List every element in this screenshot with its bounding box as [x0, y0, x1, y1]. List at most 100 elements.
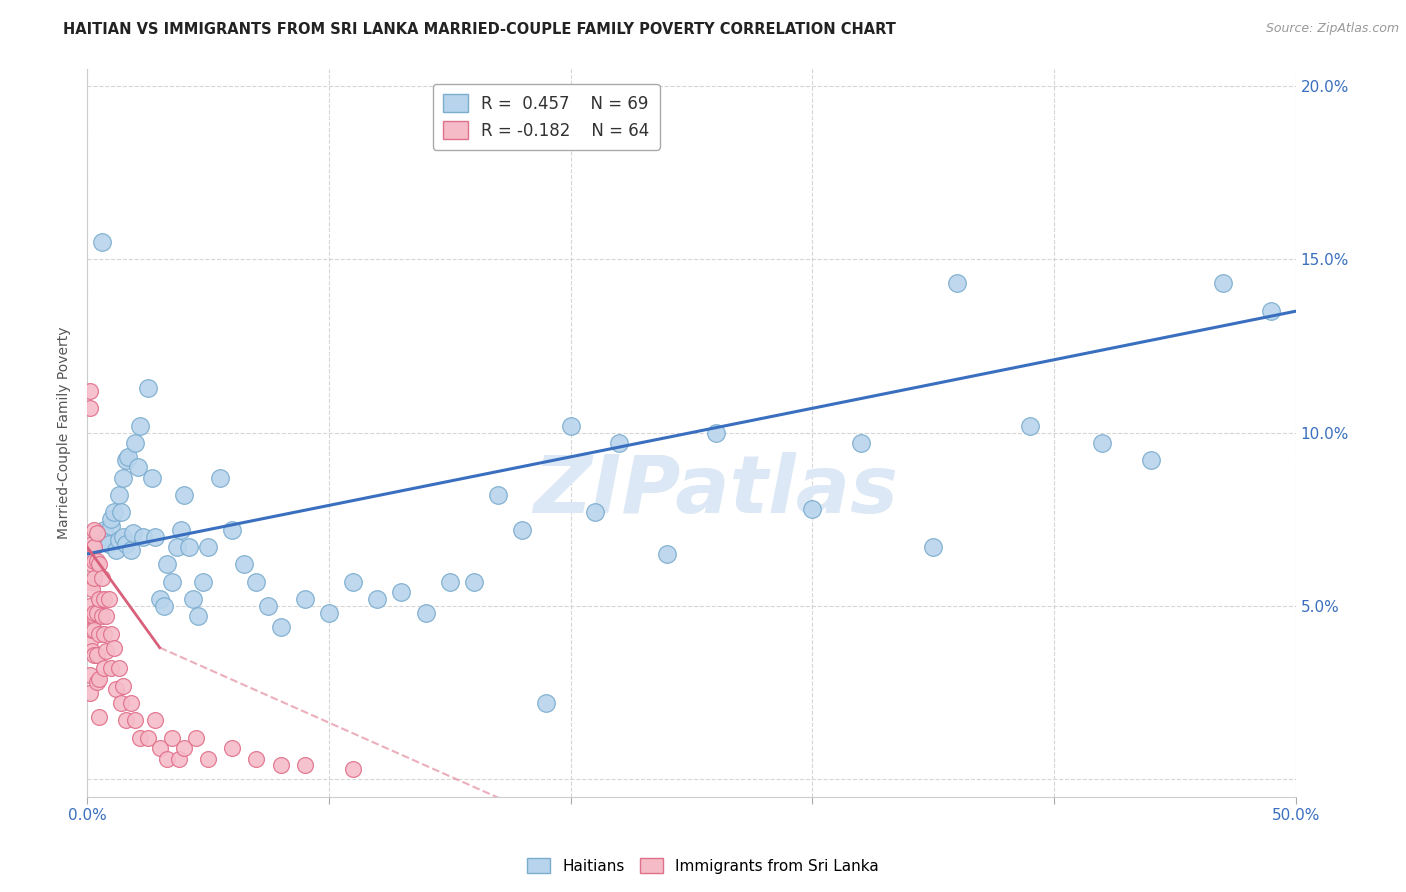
Point	[166, 540, 188, 554]
Point	[849, 436, 872, 450]
Point	[80, 644, 103, 658]
Point	[197, 540, 219, 554]
Point	[183, 592, 205, 607]
Point	[80, 574, 103, 589]
Point	[1018, 418, 1040, 433]
Point	[560, 418, 582, 433]
Point	[100, 661, 122, 675]
Point	[270, 620, 292, 634]
Point	[153, 599, 176, 613]
Point	[79, 633, 101, 648]
Point	[583, 505, 606, 519]
Point	[89, 626, 111, 640]
Point	[389, 585, 412, 599]
Point	[103, 640, 125, 655]
Point	[439, 574, 461, 589]
Point	[173, 741, 195, 756]
Point	[79, 384, 101, 398]
Point	[463, 574, 485, 589]
Point	[93, 523, 115, 537]
Point	[366, 592, 388, 607]
Legend: Haitians, Immigrants from Sri Lanka: Haitians, Immigrants from Sri Lanka	[522, 852, 884, 880]
Point	[536, 696, 558, 710]
Point	[342, 574, 364, 589]
Legend: R =  0.457    N = 69, R = -0.182    N = 64: R = 0.457 N = 69, R = -0.182 N = 64	[433, 84, 659, 150]
Point	[132, 530, 155, 544]
Point	[90, 609, 112, 624]
Point	[96, 644, 118, 658]
Point	[114, 453, 136, 467]
Point	[79, 599, 101, 613]
Point	[1212, 277, 1234, 291]
Y-axis label: Married-Couple Family Poverty: Married-Couple Family Poverty	[58, 326, 72, 539]
Point	[79, 686, 101, 700]
Point	[80, 536, 103, 550]
Point	[510, 523, 533, 537]
Point	[105, 682, 128, 697]
Point	[173, 488, 195, 502]
Point	[170, 523, 193, 537]
Point	[93, 592, 115, 607]
Point	[93, 661, 115, 675]
Point	[83, 606, 105, 620]
Point	[294, 592, 316, 607]
Point	[83, 648, 105, 662]
Point	[922, 540, 945, 554]
Point	[124, 714, 146, 728]
Point	[342, 762, 364, 776]
Point	[79, 668, 101, 682]
Point	[124, 436, 146, 450]
Point	[129, 418, 152, 433]
Point	[184, 731, 207, 745]
Point	[89, 558, 111, 572]
Point	[107, 488, 129, 502]
Point	[160, 574, 183, 589]
Text: ZIPatlas: ZIPatlas	[533, 452, 898, 530]
Point	[105, 543, 128, 558]
Point	[110, 696, 132, 710]
Point	[114, 714, 136, 728]
Point	[110, 505, 132, 519]
Point	[83, 609, 105, 624]
Point	[221, 523, 243, 537]
Point	[112, 679, 135, 693]
Point	[149, 741, 172, 756]
Point	[107, 661, 129, 675]
Point	[149, 592, 172, 607]
Point	[257, 599, 280, 613]
Point	[120, 543, 142, 558]
Point	[100, 626, 122, 640]
Point	[86, 675, 108, 690]
Point	[83, 540, 105, 554]
Point	[141, 471, 163, 485]
Point	[129, 731, 152, 745]
Point	[117, 450, 139, 464]
Point	[90, 235, 112, 249]
Point	[80, 582, 103, 596]
Point	[89, 710, 111, 724]
Point	[156, 558, 179, 572]
Point	[704, 425, 727, 440]
Point	[191, 574, 214, 589]
Point	[79, 401, 101, 416]
Point	[607, 436, 630, 450]
Point	[167, 751, 190, 765]
Point	[80, 558, 103, 572]
Point	[245, 574, 267, 589]
Point	[80, 624, 103, 638]
Point	[93, 626, 115, 640]
Point	[1260, 304, 1282, 318]
Point	[177, 540, 200, 554]
Point	[86, 526, 108, 541]
Point	[96, 609, 118, 624]
Point	[946, 277, 969, 291]
Point	[83, 624, 105, 638]
Point	[90, 571, 112, 585]
Text: HAITIAN VS IMMIGRANTS FROM SRI LANKA MARRIED-COUPLE FAMILY POVERTY CORRELATION C: HAITIAN VS IMMIGRANTS FROM SRI LANKA MAR…	[63, 22, 896, 37]
Point	[187, 609, 209, 624]
Point	[96, 530, 118, 544]
Point	[97, 592, 120, 607]
Point	[89, 592, 111, 607]
Point	[80, 609, 103, 624]
Point	[294, 758, 316, 772]
